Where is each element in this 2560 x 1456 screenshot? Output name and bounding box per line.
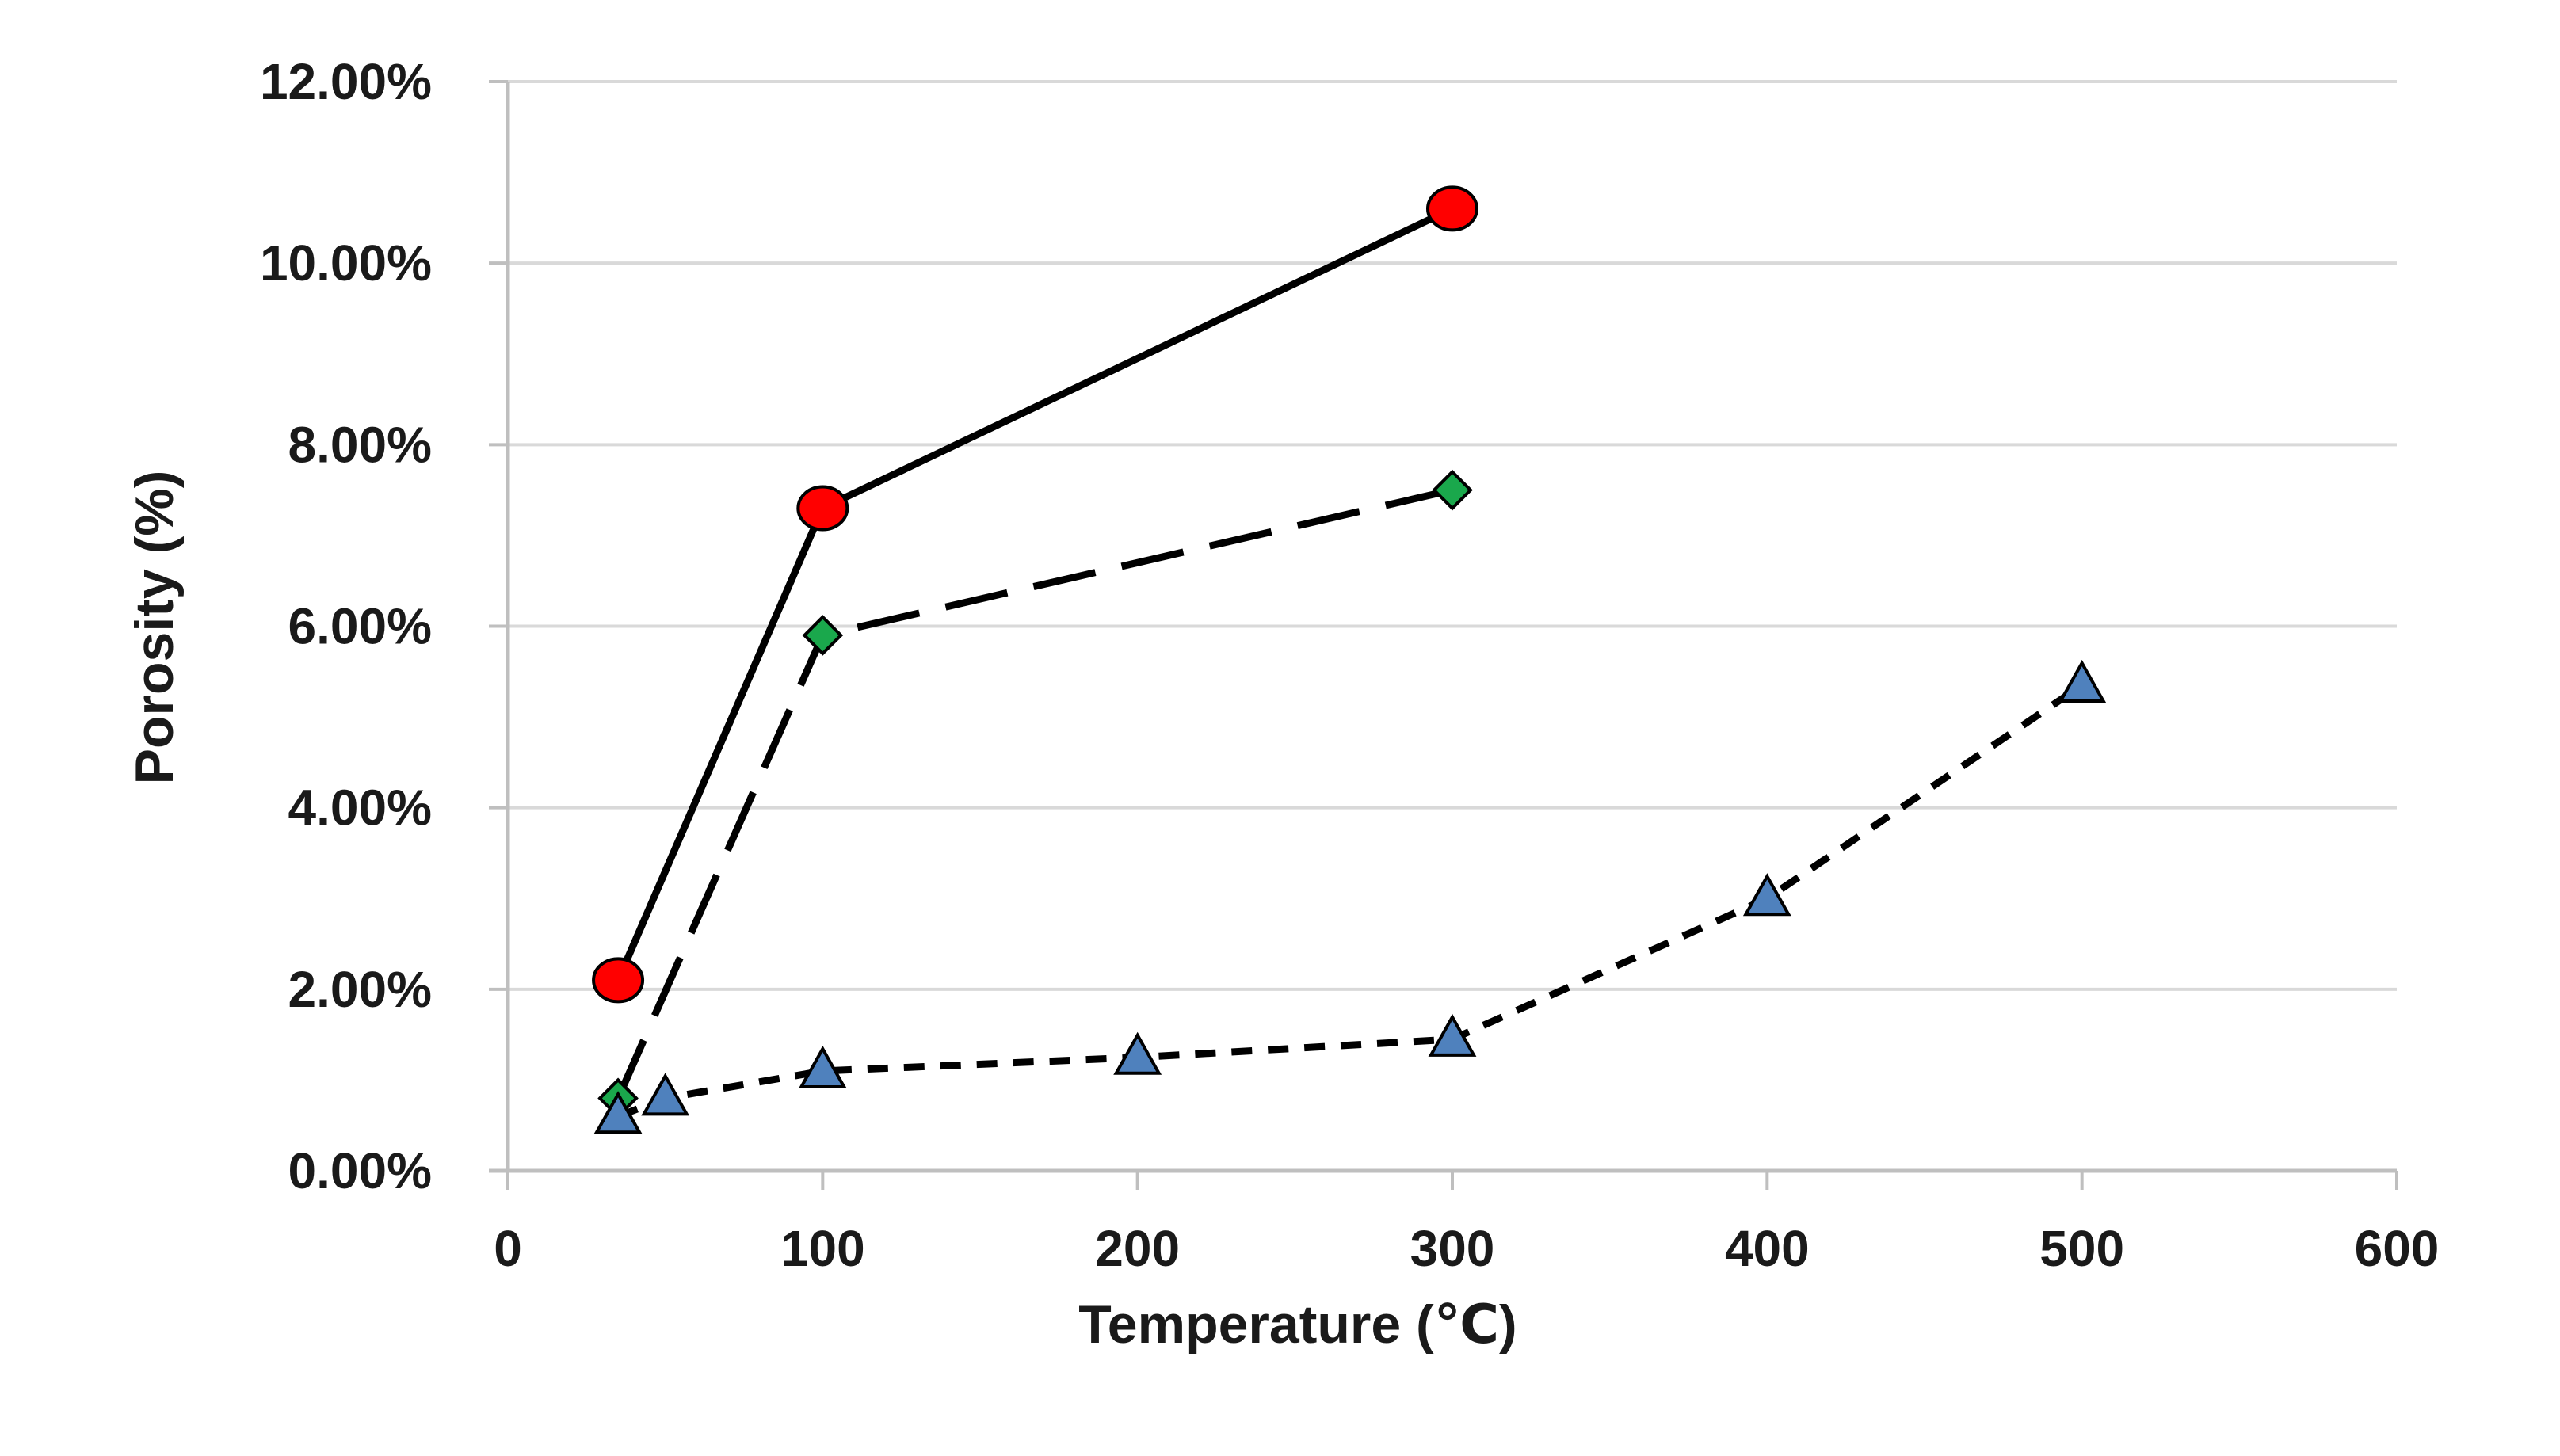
x-axis-title: Temperature (℃) <box>1078 1294 1517 1355</box>
x-tick-label: 300 <box>1410 1220 1495 1277</box>
triangle-marker <box>1742 873 1791 917</box>
y-tick-label: 4.00% <box>288 779 432 837</box>
triangle-marker <box>593 1091 643 1134</box>
y-tick-label: 6.00% <box>288 598 432 655</box>
circle-marker <box>796 485 849 532</box>
y-tick-label: 0.00% <box>288 1142 432 1199</box>
y-tick-label: 2.00% <box>288 961 432 1018</box>
y-tick-label: 12.00% <box>260 53 432 110</box>
x-tick-label: 400 <box>1725 1220 1810 1277</box>
x-tick-label: 100 <box>780 1220 865 1277</box>
triangle-marker <box>641 1073 690 1116</box>
x-tick-label: 0 <box>494 1220 522 1277</box>
triangle-marker <box>1428 1013 1477 1057</box>
y-axis-title: Porosity (%) <box>124 471 185 785</box>
circle-marker <box>592 957 645 1004</box>
diamond-marker <box>1432 469 1473 511</box>
x-tick-label: 500 <box>2039 1220 2124 1277</box>
triangle-marker <box>2058 659 2107 703</box>
triangle-marker <box>1113 1031 1162 1075</box>
x-tick-label: 200 <box>1095 1220 1180 1277</box>
diamond-marker <box>802 615 844 656</box>
y-tick-label: 8.00% <box>288 416 432 473</box>
circle-marker <box>1426 185 1478 232</box>
y-tick-label: 10.00% <box>260 234 432 292</box>
x-tick-label: 600 <box>2355 1220 2440 1277</box>
triangle-marker <box>798 1045 847 1088</box>
